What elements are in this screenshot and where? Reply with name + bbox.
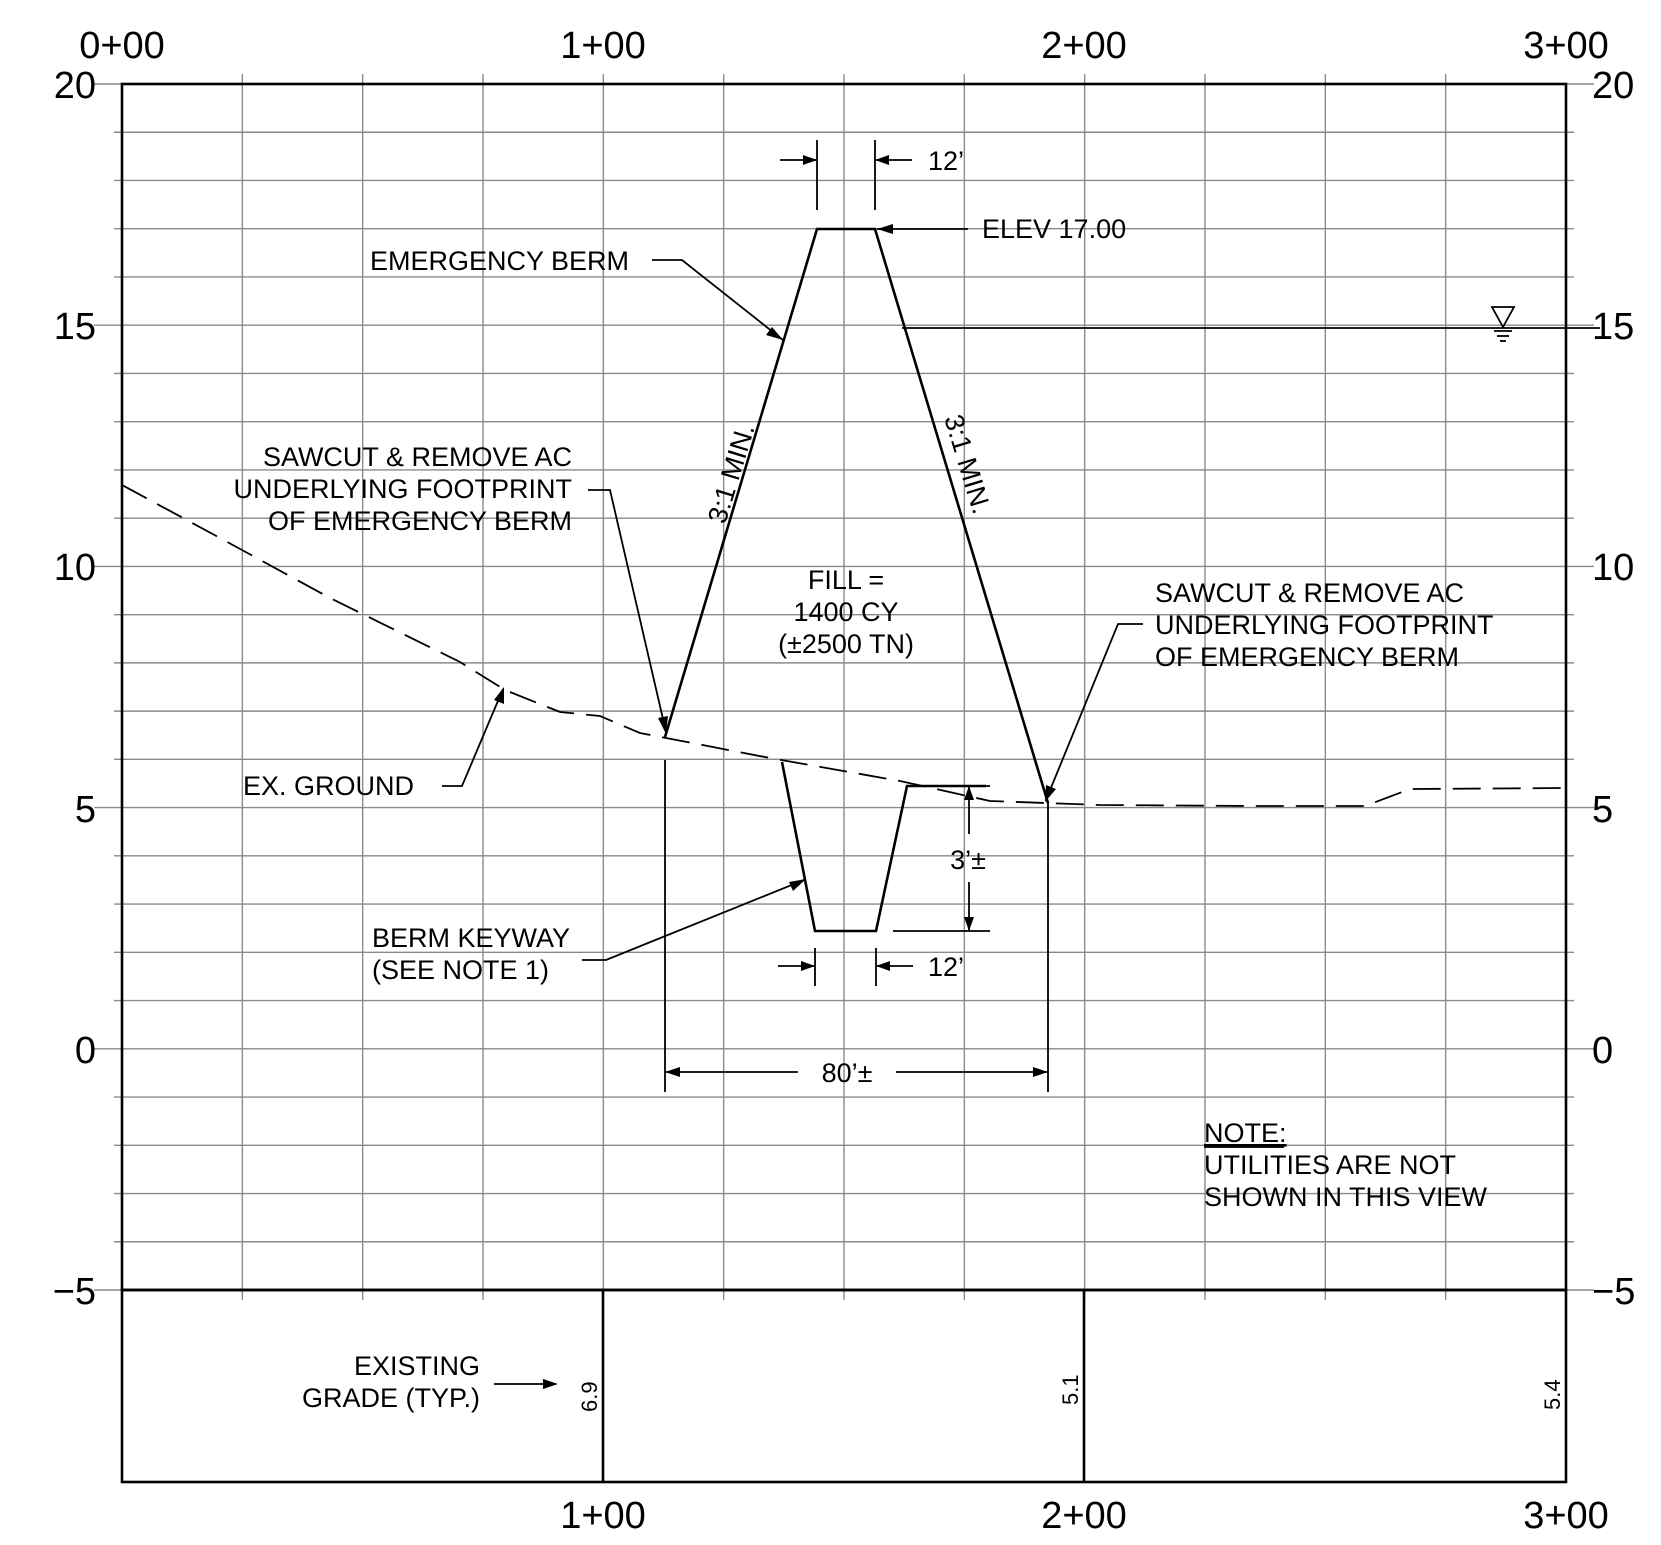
elevation-labels-right: 20 15 10 5 0 −5 (1592, 65, 1635, 1313)
grade-table-border (120, 1288, 1568, 1484)
fill-weight: (±2500 TN) (778, 629, 914, 659)
elevation-label-left: 10 (54, 547, 96, 589)
elevation-labels-left: 20 15 10 5 0 −5 (53, 65, 96, 1313)
station-label-bottom: 1+00 (560, 1495, 646, 1537)
berm-keyway-leader (582, 879, 806, 961)
note-line: SHOWN IN THIS VIEW (1204, 1182, 1488, 1212)
fill-label: FILL = (808, 565, 884, 595)
emergency-berm-label: EMERGENCY BERM (370, 246, 629, 276)
existing-grade-leader (494, 1379, 558, 1389)
keyway-width-dimension (778, 948, 913, 986)
sawcut-left-leader (588, 489, 668, 734)
sawcut-right-line: SAWCUT & REMOVE AC (1155, 578, 1464, 608)
emergency-berm-outline (663, 227, 1050, 804)
emergency-berm-leader (652, 259, 784, 341)
station-label-bottom: 3+00 (1523, 1495, 1609, 1537)
station-label-bottom: 2+00 (1041, 1495, 1127, 1537)
base-width-dimension (664, 760, 1049, 1092)
elevation-label-left: −5 (53, 1271, 96, 1313)
fill-quantity-note: FILL = 1400 CY (±2500 TN) (778, 565, 914, 659)
ex-ground-leader (442, 687, 504, 787)
elev-label: ELEV 17.00 (982, 214, 1126, 244)
elevation-label-right: 0 (1592, 1030, 1613, 1072)
berm-keyway-ref: (SEE NOTE 1) (372, 955, 549, 985)
elevation-label-right: 10 (1592, 547, 1634, 589)
water-surface-symbol (1490, 306, 1516, 342)
elevation-label-right: 5 (1592, 789, 1613, 831)
elevation-label-left: 5 (75, 789, 96, 831)
station-label-top: 2+00 (1041, 25, 1127, 67)
existing-grade-label: EXISTING (354, 1351, 480, 1381)
station-label-top: 0+00 (79, 25, 165, 67)
station-label-top: 1+00 (560, 25, 646, 67)
station-labels-top: 0+00 1+00 2+00 3+00 (79, 25, 1609, 67)
base-width-label: 80’± (822, 1058, 873, 1088)
section-grid (94, 74, 1594, 1300)
keyway-depth-dimension (893, 785, 990, 932)
sawcut-left-line: OF EMERGENCY BERM (268, 506, 572, 536)
grade-value: 6.9 (577, 1381, 602, 1412)
berm-keyway-note: BERM KEYWAY (SEE NOTE 1) (372, 923, 570, 985)
slope-left-label: 3:1 MIN. (702, 420, 761, 526)
sawcut-left-line: SAWCUT & REMOVE AC (263, 442, 572, 472)
elev-callout-leader (877, 224, 968, 234)
keyway-depth-label: 3’± (950, 845, 986, 875)
sawcut-right-line: OF EMERGENCY BERM (1155, 642, 1459, 672)
note-line: UTILITIES ARE NOT (1204, 1150, 1456, 1180)
existing-ground-line (121, 484, 1567, 807)
grade-value: 5.4 (1540, 1379, 1565, 1410)
sawcut-right-line: UNDERLYING FOOTPRINT (1155, 610, 1494, 640)
elevation-label-left: 15 (54, 306, 96, 348)
existing-grade-label: GRADE (TYP.) (302, 1383, 480, 1413)
utilities-note: NOTE: UTILITIES ARE NOT SHOWN IN THIS VI… (1204, 1118, 1488, 1212)
sawcut-right-leader (1045, 623, 1143, 802)
sawcut-left-note: SAWCUT & REMOVE AC UNDERLYING FOOTPRINT … (233, 442, 572, 536)
existing-grade-note: EXISTING GRADE (TYP.) (302, 1351, 480, 1413)
keyway-width-label: 12’ (928, 952, 964, 982)
station-labels-bottom: 1+00 2+00 3+00 (560, 1495, 1609, 1537)
fill-volume: 1400 CY (793, 597, 898, 627)
note-title: NOTE: (1204, 1118, 1287, 1148)
section-frame (120, 82, 1568, 1484)
elevation-label-right: 15 (1592, 306, 1634, 348)
elevation-label-right: −5 (1592, 1271, 1635, 1313)
elevation-label-left: 20 (54, 65, 96, 107)
elevation-label-right: 20 (1592, 65, 1634, 107)
sawcut-left-line: UNDERLYING FOOTPRINT (233, 474, 572, 504)
top-width-label: 12’ (928, 146, 964, 176)
elevation-label-left: 0 (75, 1030, 96, 1072)
station-label-top: 3+00 (1523, 25, 1609, 67)
sawcut-right-note: SAWCUT & REMOVE AC UNDERLYING FOOTPRINT … (1155, 578, 1494, 672)
berm-keyway-label: BERM KEYWAY (372, 923, 570, 953)
ex-ground-label: EX. GROUND (243, 771, 414, 801)
top-width-dimension (780, 140, 912, 210)
grade-value: 5.1 (1058, 1374, 1083, 1405)
